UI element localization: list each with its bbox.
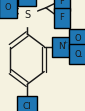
Text: Cl: Cl [23,102,32,111]
Text: −: − [76,54,82,60]
Text: +: + [62,40,67,45]
Text: F: F [59,0,64,6]
Text: O: O [4,3,11,12]
Text: N: N [58,42,65,51]
Text: O: O [24,0,31,1]
Text: O: O [75,50,81,59]
Text: F: F [59,13,64,22]
Text: O: O [75,34,81,43]
Text: S: S [24,10,30,20]
